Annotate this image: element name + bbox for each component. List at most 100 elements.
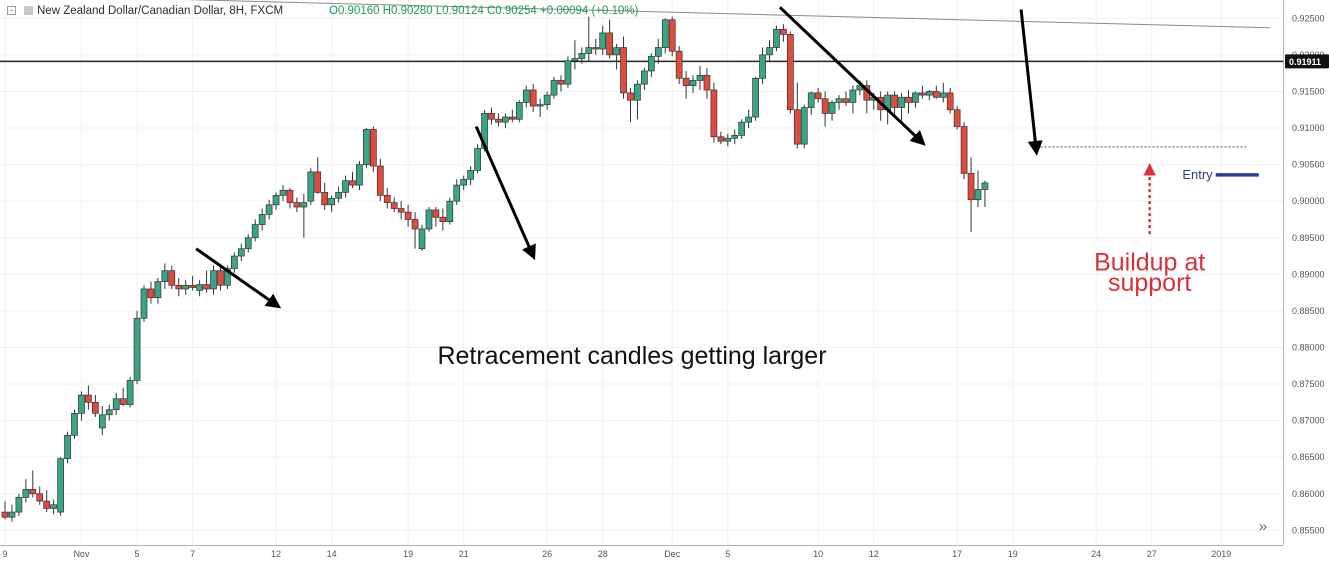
candle-body [696, 74, 704, 81]
candle-up [328, 195, 335, 213]
x-tick-label: 12 [271, 549, 281, 559]
candle-body [661, 19, 669, 48]
time-axis[interactable]: 9 Nov 5 7 12 14 19 21 26 28 Dec 5 10 12 17 19 24 27 2019 [0, 545, 1283, 560]
candle-body [57, 458, 64, 513]
candle-down [1, 501, 9, 520]
candle-body [967, 173, 975, 201]
candle-up [849, 85, 857, 114]
candle-body [196, 284, 203, 291]
candle-down [314, 157, 322, 194]
candle-body [529, 89, 537, 107]
candle-body [112, 398, 120, 411]
candle-body [356, 164, 363, 186]
candle-up [543, 91, 551, 110]
candle-up [446, 197, 454, 225]
candle-up [731, 129, 739, 145]
candle-body [140, 288, 148, 319]
candle-body [620, 47, 627, 94]
candle-body [571, 58, 579, 62]
candle-down [946, 87, 954, 114]
candle-up [745, 109, 753, 129]
candle-up [724, 133, 732, 147]
candle-body [432, 209, 440, 218]
candle-body [397, 208, 405, 213]
candle-body [800, 107, 808, 145]
candle-up [258, 208, 266, 231]
candle-body [29, 489, 37, 495]
candle-down [675, 46, 683, 85]
candle-down [147, 281, 155, 304]
retracement-arrow [778, 6, 926, 146]
candle-down [119, 387, 127, 407]
candle-body [189, 284, 196, 288]
candle-up [912, 91, 919, 108]
candle-down [703, 68, 711, 99]
candle-down [175, 277, 183, 297]
candle-up [237, 243, 245, 262]
candle-body [300, 202, 308, 208]
candle-down [383, 188, 391, 209]
y-tick-label: 0.87500 [1292, 379, 1325, 389]
candle-body [647, 55, 655, 72]
candle-body [557, 80, 565, 85]
candle-body [126, 380, 134, 405]
candle-down [43, 490, 51, 513]
candle-up [585, 16, 593, 63]
candle-up [8, 504, 16, 522]
candle-up [925, 89, 933, 101]
candle-up [15, 493, 23, 516]
candle-body [36, 493, 44, 502]
candle-body [411, 219, 419, 230]
candle-down [488, 107, 495, 125]
candle-up [828, 100, 836, 121]
candle-up [342, 175, 349, 198]
candle-body [321, 192, 329, 206]
collapse-square-icon[interactable]: − [7, 6, 16, 15]
candle-down [36, 486, 44, 505]
candle-down [606, 19, 614, 59]
candle-body [780, 28, 787, 35]
candle-body [522, 89, 530, 103]
candle-body [50, 504, 58, 509]
candle-up [244, 234, 252, 253]
candle-up [300, 193, 308, 238]
candle-up [898, 92, 905, 121]
candle-up [766, 40, 773, 61]
candle-up [22, 479, 30, 503]
candle-down [891, 91, 898, 118]
candle-down [349, 171, 356, 189]
candle-up [196, 280, 203, 297]
candle-body [1, 511, 9, 518]
candle-body [842, 98, 850, 103]
candle-body [231, 255, 238, 269]
candle-body [592, 47, 600, 50]
candle-body [64, 434, 71, 460]
candle-body [22, 489, 30, 498]
double-chevron-right-icon[interactable]: » [1258, 518, 1268, 535]
candle-down [842, 91, 850, 107]
candle-up [474, 144, 481, 174]
candle-body [668, 19, 676, 52]
y-tick-label: 0.86500 [1292, 452, 1325, 462]
candle-up [835, 95, 843, 110]
x-tick-label: 12 [869, 549, 879, 559]
candle-body [786, 34, 794, 111]
symbol-title[interactable]: New Zealand Dollar/Canadian Dollar, 8H, … [37, 5, 284, 17]
candle-body [376, 165, 384, 196]
x-tick-label: 21 [459, 549, 469, 559]
candle-up [182, 280, 190, 295]
candle-body [488, 113, 495, 120]
x-tick-label: 17 [952, 549, 962, 559]
candle-body [363, 129, 370, 165]
candle-body [286, 189, 294, 203]
candle-body [370, 129, 377, 167]
y-tick-label: 0.91500 [1292, 86, 1325, 96]
candle-body [773, 28, 780, 48]
price-axis[interactable]: 0.85500 0.86000 0.86500 0.87000 0.87500 0.880… [1283, 0, 1325, 545]
candle-body [335, 192, 342, 199]
candle-down [168, 265, 176, 289]
candle-down [404, 204, 412, 227]
candle-up [467, 166, 474, 186]
candle-body [105, 409, 113, 416]
